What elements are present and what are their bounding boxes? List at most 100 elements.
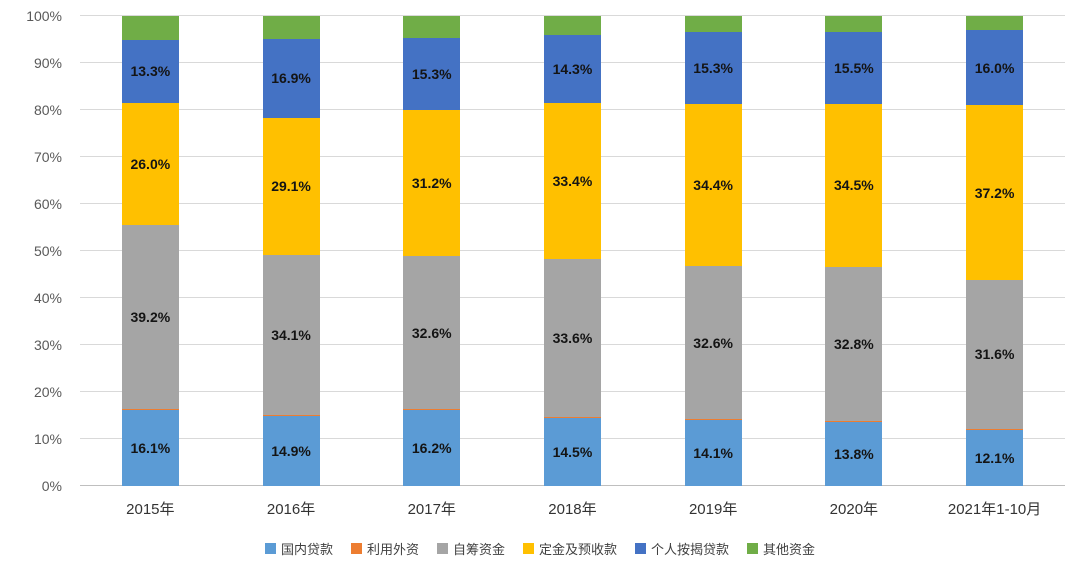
x-axis-category-label: 2017年 (407, 501, 456, 518)
x-axis-category-label: 2015年 (126, 501, 175, 518)
data-label: 13.3% (130, 63, 171, 80)
bar-segment (543, 16, 601, 36)
legend-label: 定金及预收款 (539, 542, 618, 557)
y-axis-tick-label: 60% (33, 196, 62, 212)
plot-area: 16.1% 39.2% 26.0% 13.3% 14.9% 34.1% 29.1% 16.9%… (80, 15, 1065, 486)
bar-segment: 15.5% (825, 31, 883, 105)
bar-segment: 14.3% (543, 35, 601, 103)
data-label: 32.6% (693, 334, 733, 351)
x-axis-category-label: 2018年 (548, 501, 597, 518)
data-label: 13.8% (834, 445, 874, 462)
data-label: 14.1% (693, 444, 733, 461)
legend-label: 自筹资金 (452, 542, 505, 557)
data-label: 34.4% (693, 177, 733, 194)
bar-column: 14.9% 34.1% 29.1% 16.9% (262, 16, 320, 486)
data-label: 15.3% (693, 60, 733, 77)
bar-segment: 14.1% (684, 419, 742, 486)
bar-segment: 13.8% (825, 421, 883, 486)
legend-swatch (523, 543, 534, 554)
data-label: 15.5% (834, 59, 874, 76)
bar-segment: 33.4% (543, 102, 601, 260)
bar-column: 14.1% 32.6% 34.4% 15.3% (684, 16, 742, 486)
bar-segment: 16.9% (262, 38, 320, 119)
data-label: 32.6% (411, 324, 452, 341)
bar-segment: 34.5% (825, 104, 883, 267)
y-axis-tick-label: 40% (33, 290, 62, 306)
bar-segment: 29.1% (262, 118, 320, 255)
bars-container: 16.1% 39.2% 26.0% 13.3% 14.9% 34.1% 29.1% 16.9%… (80, 16, 1065, 486)
bar-segment (121, 16, 179, 41)
data-label: 14.3% (552, 60, 593, 77)
legend-swatch (350, 543, 362, 554)
data-label: 16.1% (130, 440, 171, 457)
bar-segment (262, 16, 320, 39)
x-axis-category-label: 2021年1-10月 (947, 501, 1042, 518)
bar-column: 16.2% 32.6% 31.2% 15.3% (403, 16, 461, 486)
bar-segment: 32.6% (684, 266, 742, 420)
y-axis-tick-label: 100% (26, 8, 62, 24)
bar-segment: 31.2% (403, 109, 461, 257)
legend-item: 个人按揭贷款 (635, 539, 729, 558)
legend-swatch (635, 543, 647, 554)
bar-segment: 31.6% (966, 280, 1024, 429)
legend-label: 个人按揭贷款 (651, 542, 730, 557)
x-axis-category-label: 2019年 (688, 501, 738, 518)
legend-item: 自筹资金 (436, 539, 505, 558)
bar-segment: 12.1% (966, 429, 1024, 486)
bar-segment: 14.9% (262, 415, 320, 486)
bar-segment (966, 16, 1024, 31)
data-label: 14.5% (552, 443, 593, 460)
bar-segment: 14.5% (543, 417, 601, 486)
gridline (80, 15, 1065, 16)
legend-item: 利用外资 (350, 539, 419, 558)
bar-segment (121, 408, 179, 411)
data-label: 15.3% (411, 65, 452, 82)
legend-swatch (747, 543, 759, 554)
bar-segment (825, 16, 883, 32)
legend-swatch (436, 543, 448, 554)
bar-segment: 16.1% (121, 410, 179, 486)
bar-segment: 15.3% (684, 32, 742, 105)
bar-segment (403, 16, 461, 38)
legend-item: 其他资金 (747, 539, 815, 558)
bar-segment: 37.2% (966, 105, 1024, 281)
bar-segment: 34.1% (262, 254, 320, 416)
bar-segment: 32.8% (825, 266, 883, 421)
bar-column: 12.1% 31.6% 37.2% 16.0% (966, 16, 1024, 486)
bar-segment: 39.2% (121, 224, 179, 409)
bar-column: 16.1% 39.2% 26.0% 13.3% (121, 16, 179, 486)
data-label: 39.2% (130, 308, 171, 325)
legend: 国内贷款 利用外资 自筹资金 定金及预收款 个人按揭贷款 其他资金 (0, 539, 1080, 558)
data-label: 31.6% (974, 346, 1015, 363)
data-label: 16.0% (974, 59, 1015, 76)
data-label: 14.9% (271, 442, 311, 459)
y-axis-tick-label: 90% (33, 55, 62, 71)
bar-segment: 13.3% (121, 40, 179, 103)
legend-label: 其他资金 (763, 542, 816, 557)
y-axis-tick-label: 30% (33, 337, 62, 353)
x-axis-labels: 2015年 2016年 2017年 2018年 2019年 2020年 2021年1-10月 (80, 498, 1065, 519)
bar-segment: 16.2% (403, 409, 461, 486)
data-label: 34.1% (271, 326, 311, 343)
data-label: 12.1% (974, 449, 1015, 466)
y-axis-tick-label: 70% (33, 149, 62, 165)
data-label: 33.6% (552, 330, 593, 347)
y-axis-tick-label: 0% (41, 478, 62, 494)
bar-segment: 32.6% (403, 256, 461, 410)
legend-item: 国内贷款 (264, 539, 333, 558)
data-label: 31.2% (411, 174, 452, 191)
y-axis: 0% 10% 20% 30% 40% 50% 60% 70% 80% 90% 100% (0, 9, 72, 493)
data-label: 33.4% (552, 173, 593, 189)
y-axis-tick-label: 10% (33, 431, 62, 447)
y-axis-tick-label: 50% (33, 243, 62, 259)
x-axis-category-label: 2016年 (266, 501, 316, 518)
bar-column: 13.8% 32.8% 34.5% 15.5% (825, 16, 883, 486)
data-label: 34.5% (834, 177, 874, 194)
bar-segment: 26.0% (121, 102, 179, 225)
bar-segment (262, 415, 320, 416)
legend-label: 利用外资 (366, 542, 419, 557)
legend-label: 国内贷款 (280, 542, 333, 557)
data-label: 29.1% (271, 178, 311, 195)
bar-segment: 33.6% (543, 259, 601, 418)
